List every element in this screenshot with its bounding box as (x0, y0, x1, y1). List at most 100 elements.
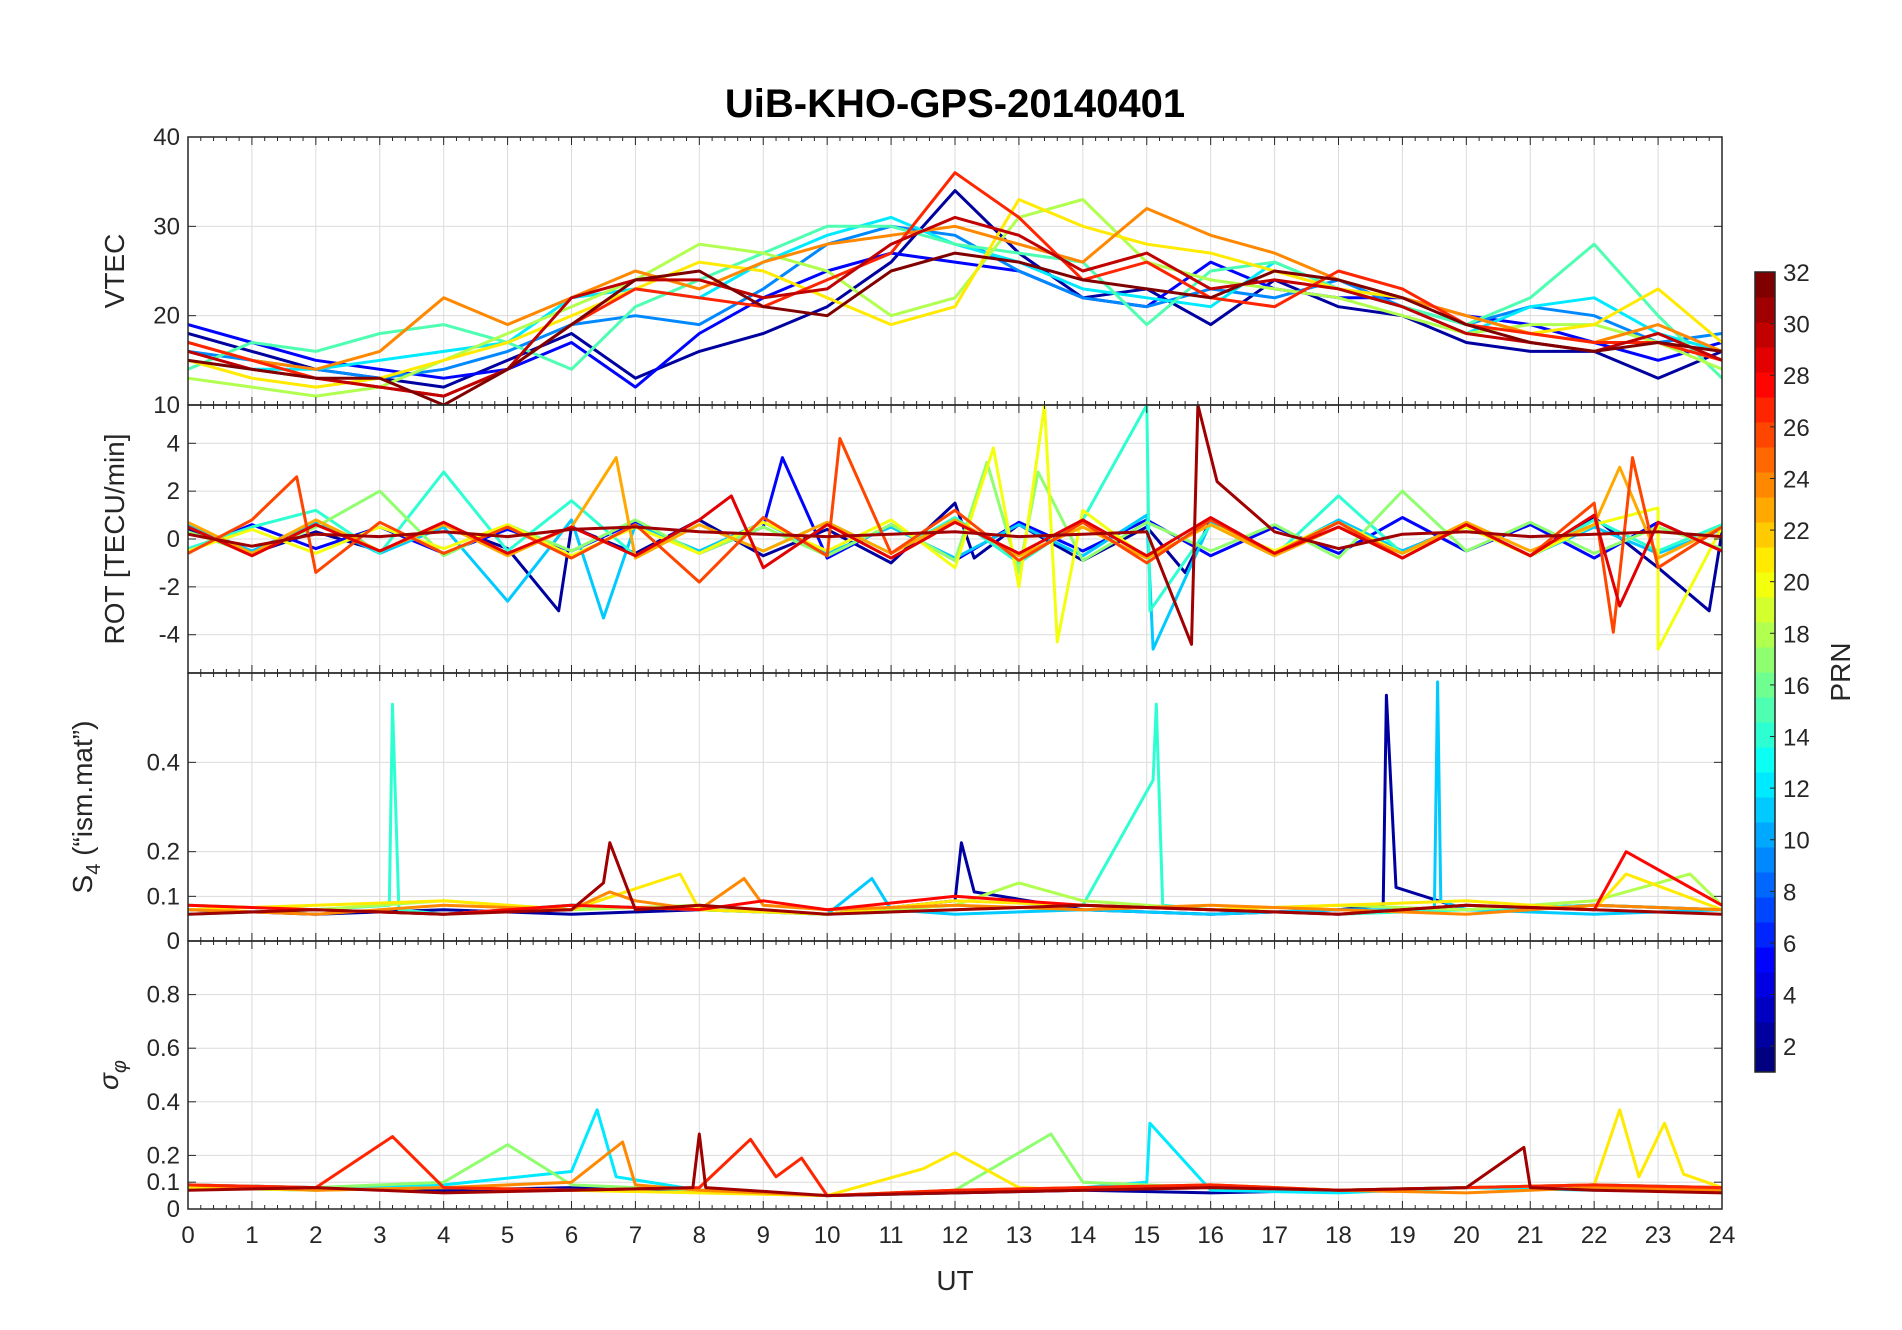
colorbar-tick-label: 30 (1783, 312, 1810, 339)
x-tick-label: 19 (1389, 1222, 1416, 1249)
series-line-prn-2 (188, 189, 1722, 389)
series-line-prn-31 (188, 841, 1722, 916)
colorbar-segment (1755, 772, 1775, 798)
series-group (188, 405, 1722, 651)
series-group (188, 171, 1722, 405)
colorbar-segment (1755, 522, 1775, 548)
x-axis-ticks: 0 1 2 3 4 5 6 7 8 9 10 11 12 13 14 15 16 17 18 19 20 21 22 23 24 (181, 1222, 1735, 1249)
x-tick-label: 1 (245, 1222, 258, 1249)
y-tick-label: -4 (159, 622, 180, 649)
y-axis-label: ROT [TECU/min] (99, 433, 130, 644)
x-tick-label: 9 (757, 1222, 770, 1249)
x-tick-label: 12 (942, 1222, 969, 1249)
y-axis-label: VTEC (99, 234, 130, 309)
y-tick-label: 10 (153, 392, 180, 419)
colorbar-tick-label: 8 (1783, 879, 1796, 906)
series-line-prn-32 (188, 251, 1722, 405)
colorbar-segment (1755, 322, 1775, 348)
series-line-prn-24 (188, 207, 1722, 371)
colorbar-segment (1755, 672, 1775, 698)
y-tick-label: 2 (167, 478, 180, 505)
y-tick-label: 30 (153, 213, 180, 240)
panel-s4: 0 0.1 0.2 0.4 S4 (“ism.mat”) (67, 672, 1723, 955)
colorbar-segment (1755, 1047, 1775, 1073)
y-tick-label: 0.1 (147, 883, 180, 910)
colorbar-segment (1755, 497, 1775, 523)
x-tick-label: 8 (693, 1222, 706, 1249)
x-tick-label: 21 (1517, 1222, 1544, 1249)
x-tick-label: 3 (373, 1222, 386, 1249)
x-tick-label: 24 (1709, 1222, 1736, 1249)
colorbar-tick-label: 20 (1783, 570, 1810, 597)
y-tick-label: 0.6 (147, 1035, 180, 1062)
colorbar-segment (1755, 597, 1775, 623)
y-tick-label: 0.2 (147, 1142, 180, 1169)
colorbar-tick-label: 12 (1783, 776, 1810, 803)
colorbar-segment (1755, 947, 1775, 973)
colorbar-segment (1755, 572, 1775, 598)
colorbar-segment (1755, 1022, 1775, 1048)
series-line-prn-23 (188, 456, 1722, 560)
y-tick-label: 20 (153, 303, 180, 330)
series-group (188, 1108, 1722, 1198)
colorbar-segment (1755, 622, 1775, 648)
y-tick-label: -2 (159, 574, 180, 601)
colorbar-segment (1755, 847, 1775, 873)
colorbar-segment (1755, 797, 1775, 823)
y-tick-label: 0.8 (147, 982, 180, 1009)
colorbar-segment (1755, 447, 1775, 473)
x-tick-label: 23 (1645, 1222, 1672, 1249)
x-tick-label: 13 (1006, 1222, 1033, 1249)
colorbar-segment (1755, 472, 1775, 498)
x-tick-label: 18 (1325, 1222, 1352, 1249)
x-tick-label: 5 (501, 1222, 514, 1249)
x-tick-label: 11 (879, 1222, 904, 1249)
y-tick-label: 0.2 (147, 839, 180, 866)
colorbar-segment (1755, 722, 1775, 748)
colorbar-segment (1755, 897, 1775, 923)
x-axis-label: UT (936, 1265, 973, 1296)
colorbar-segment (1755, 422, 1775, 448)
x-tick-label: 14 (1069, 1222, 1096, 1249)
colorbar-segment (1755, 822, 1775, 848)
x-tick-label: 7 (629, 1222, 642, 1249)
colorbar-tick-label: 2 (1783, 1034, 1796, 1061)
colorbar-segment (1755, 347, 1775, 373)
colorbar-tick-label: 4 (1783, 983, 1796, 1010)
colorbar-frame (1754, 271, 1776, 1073)
colorbar-tick-label: 18 (1783, 621, 1810, 648)
series-line-prn-31 (188, 405, 1722, 646)
colorbar-segment (1755, 922, 1775, 948)
colorbar-segment (1755, 747, 1775, 773)
series-line-prn-30 (188, 215, 1722, 398)
colorbar-tick-label: 6 (1783, 931, 1796, 958)
y-tick-label: 0 (167, 1196, 180, 1223)
colorbar-segment (1755, 272, 1775, 298)
x-tick-label: 15 (1133, 1222, 1160, 1249)
y-tick-label: 0 (167, 526, 180, 553)
colorbar-label: PRN (1825, 642, 1856, 701)
series-group (188, 680, 1722, 916)
colorbar-segment (1755, 547, 1775, 573)
colorbar-tick-label: 24 (1783, 466, 1810, 493)
colorbar-segment (1755, 997, 1775, 1023)
x-tick-label: 6 (565, 1222, 578, 1249)
x-tick-label: 0 (181, 1222, 194, 1249)
x-tick-label: 17 (1261, 1222, 1288, 1249)
colorbar-segment (1755, 647, 1775, 673)
chart-title: UiB-KHO-GPS-20140401 (725, 82, 1185, 126)
y-axis-label: σφ (93, 1060, 131, 1090)
series-line-prn-31 (188, 1132, 1722, 1198)
x-tick-label: 2 (309, 1222, 322, 1249)
panel-sigmaphi: 00.10.2 0.4 0.6 0.8 σφ (93, 940, 1723, 1223)
x-tick-label: 20 (1453, 1222, 1480, 1249)
colorbar-segment (1755, 297, 1775, 323)
y-tick-label: 0 (167, 928, 180, 955)
x-tick-label: 10 (814, 1222, 841, 1249)
colorbar-segment (1755, 972, 1775, 998)
y-tick-label: 0.4 (147, 1089, 180, 1116)
colorbar-segment (1755, 872, 1775, 898)
